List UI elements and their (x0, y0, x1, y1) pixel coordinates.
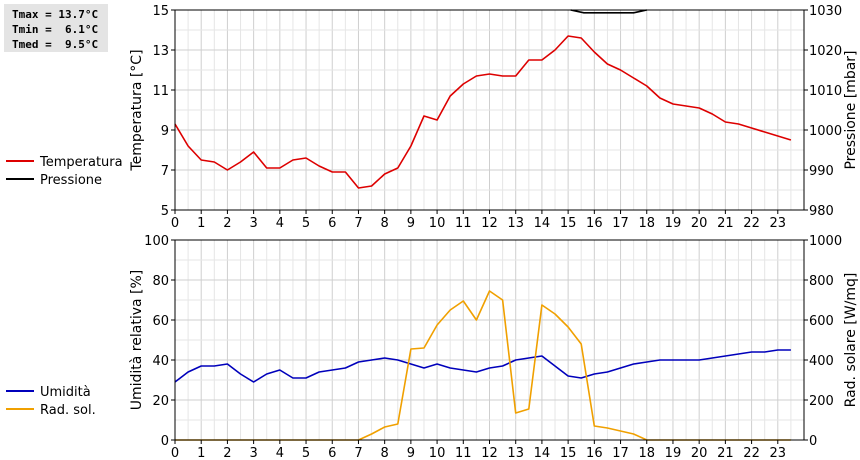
umid-rad-x-tick-label: 23 (770, 446, 787, 460)
umid-rad-x-tick-label: 20 (691, 446, 708, 460)
temp-press-x-tick-label: 0 (171, 216, 179, 231)
temp-press-x-tick-label: 11 (455, 216, 472, 231)
temp-press-x-tick-label: 5 (302, 216, 310, 231)
temp-press-x-tick-label: 9 (407, 216, 415, 231)
temp-press-y-right-tick-label: 1000 (809, 124, 842, 139)
umid-rad-x-tick-label: 3 (249, 446, 257, 460)
umid-rad-x-tick-label: 16 (586, 446, 603, 460)
umid-rad-y-left-tick-label: 60 (152, 314, 169, 329)
temp-press-x-tick-label: 8 (381, 216, 389, 231)
umid-rad-x-tick-label: 9 (407, 446, 415, 460)
temp-press-y-right-tick-label: 980 (809, 204, 834, 219)
umid-rad-x-tick-label: 6 (328, 446, 336, 460)
umid-rad-x-tick-label: 22 (743, 446, 760, 460)
temp-press-x-tick-label: 3 (249, 216, 257, 231)
stat-tmax: Tmax = 13.7°C (12, 8, 99, 21)
series-line-umidit- (174, 349, 791, 383)
umid-rad-x-tick-label: 10 (429, 446, 446, 460)
umid-rad-y-left-tick-label: 0 (161, 434, 169, 449)
temp-press-y-left-tick-label: 13 (152, 44, 169, 59)
umid-rad-x-tick-label: 12 (481, 446, 498, 460)
legend-label-umidita: Umidità (40, 385, 91, 400)
series-line-rad-sol- (175, 290, 791, 441)
umid-rad-x-tick-label: 19 (665, 446, 682, 460)
umid-rad-x-tick-label: 4 (276, 446, 284, 460)
temp-press-x-tick-label: 19 (665, 216, 682, 231)
temp-press-x-tick-label: 17 (612, 216, 629, 231)
temp-press-x-tick-label: 23 (770, 216, 787, 231)
umid-rad-y-right-tick-label: 1000 (809, 234, 842, 249)
umid-rad-x-tick-label: 21 (717, 446, 734, 460)
umid-rad-y-left-tick-label: 40 (152, 354, 169, 369)
legend-label-pressione: Pressione (40, 173, 102, 188)
temp-press-x-tick-label: 21 (717, 216, 734, 231)
temp-press-grid (175, 10, 804, 210)
temp-press-x-tick-label: 10 (429, 216, 446, 231)
temperature-pressure-chart: 0 1 2 3 4 5 6 7 8 9 10 11 12 13 14 15 16 17 18 19 20 21 22 2357… (129, 4, 859, 231)
umid-rad-y-right-tick-label: 200 (809, 394, 834, 409)
temp-press-y-right-title: Pressione [mbar] (843, 50, 859, 169)
umid-rad-x-tick-label: 15 (560, 446, 577, 460)
temp-press-x-tick-label: 14 (534, 216, 551, 231)
umid-rad-x-tick-label: 18 (638, 446, 655, 460)
umid-rad-y-right-title: Rad. solare [W/mq] (843, 273, 859, 408)
umid-rad-y-right-tick-label: 600 (809, 314, 834, 329)
temp-press-x-tick-label: 22 (743, 216, 760, 231)
umid-rad-x-tick-label: 7 (354, 446, 362, 460)
umid-rad-y-left-tick-label: 100 (144, 234, 169, 249)
temp-press-y-left-tick-label: 9 (161, 124, 169, 139)
temp-press-x-tick-label: 2 (223, 216, 231, 231)
stats-box: Tmax = 13.7°C Tmin = 6.1°C Tmed = 9.5°C (4, 4, 108, 52)
umid-rad-x-tick-label: 11 (455, 446, 472, 460)
temp-press-y-left-tick-label: 15 (152, 4, 169, 19)
legend-temperature-pressure: Temperatura Pressione (6, 155, 123, 188)
umid-rad-y-left-tick-label: 80 (152, 274, 169, 289)
temp-press-x-tick-label: 6 (328, 216, 336, 231)
legend-label-rad-sol: Rad. sol. (40, 403, 96, 418)
temp-press-x-tick-label: 7 (354, 216, 362, 231)
umid-rad-y-right-tick-label: 800 (809, 274, 834, 289)
temp-press-x-tick-label: 20 (691, 216, 708, 231)
temp-press-y-left-title: Temperatura [°C] (129, 49, 145, 171)
temp-press-x-tick-label: 12 (481, 216, 498, 231)
temp-press-x-tick-label: 1 (197, 216, 205, 231)
temp-press-x-tick-label: 15 (560, 216, 577, 231)
humidity-radiation-chart: 0 1 2 3 4 5 6 7 8 9 10 11 12 13 14 15 16 17 18 19 20 21 22 2302… (129, 234, 859, 460)
umid-rad-grid (175, 240, 804, 440)
legend-label-temperatura: Temperatura (39, 155, 123, 170)
temp-press-y-left-tick-label: 11 (152, 84, 169, 99)
umid-rad-x-tick-label: 13 (507, 446, 524, 460)
temp-press-y-right-tick-label: 1030 (809, 4, 842, 19)
temp-press-y-left-tick-label: 5 (161, 204, 169, 219)
temp-press-x-tick-label: 13 (507, 216, 524, 231)
temp-press-y-right-tick-label: 1020 (809, 44, 842, 59)
umid-rad-x-tick-label: 2 (223, 446, 231, 460)
umid-rad-y-left-tick-label: 20 (152, 394, 169, 409)
temp-press-x-tick-label: 4 (276, 216, 284, 231)
umid-rad-x-tick-label: 14 (534, 446, 551, 460)
umid-rad-x-tick-label: 0 (171, 446, 179, 460)
umid-rad-y-right-tick-label: 400 (809, 354, 834, 369)
umid-rad-y-right-tick-label: 0 (809, 434, 817, 449)
temp-press-x-tick-label: 16 (586, 216, 603, 231)
umid-rad-x-tick-label: 5 (302, 446, 310, 460)
umid-rad-y-left-title: Umidità relativa [%] (129, 270, 145, 411)
temp-press-y-right-tick-label: 990 (809, 164, 834, 179)
temp-press-x-tick-label: 18 (638, 216, 655, 231)
stat-tmed: Tmed = 9.5°C (12, 38, 99, 51)
umid-rad-x-tick-label: 8 (381, 446, 389, 460)
legend-humidity-radiation: Umidità Rad. sol. (6, 385, 96, 418)
series-line-pressione (570, 9, 647, 14)
temp-press-y-right-tick-label: 1010 (809, 84, 842, 99)
umid-rad-x-tick-label: 1 (197, 446, 205, 460)
stat-tmin: Tmin = 6.1°C (12, 23, 99, 36)
temp-press-y-left-tick-label: 7 (161, 164, 169, 179)
umid-rad-x-tick-label: 17 (612, 446, 629, 460)
series-line-temperatura (174, 35, 792, 189)
